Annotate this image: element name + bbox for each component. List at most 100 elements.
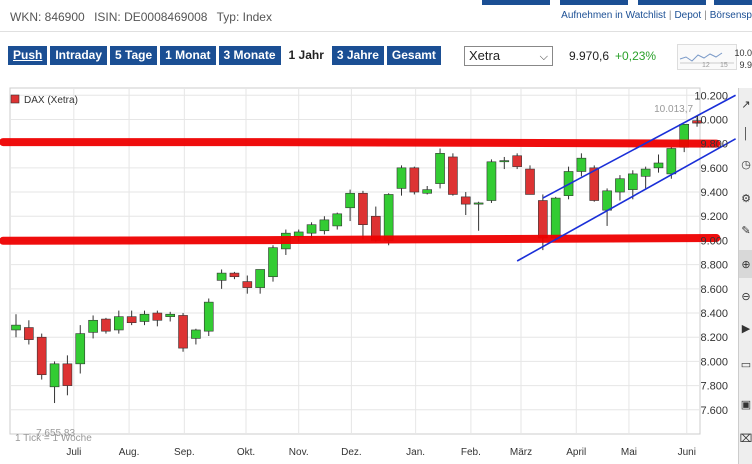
candle-down [448,156,458,195]
tab-5-tage[interactable]: 5 Tage [110,46,158,65]
y-tick-label: 8.200 [700,332,728,344]
candle-up [165,313,175,317]
candle-down [460,196,471,205]
candle-down [101,318,111,332]
exchange-select[interactable]: Xetra ⌵ [464,46,553,66]
tab-1-jahr[interactable]: 1 Jahr [283,46,329,65]
candle-down [538,200,548,239]
price-change: +0,23% [615,49,657,63]
candle-down [242,281,253,288]
candle-up [576,157,587,172]
candle-up [627,173,638,190]
x-tick-label: Jan. [406,447,425,458]
vertical-line-tool-icon[interactable]: │ [742,128,750,140]
y-tick-label: 8.400 [700,308,728,320]
gear-icon[interactable]: ⚙ [741,192,751,205]
top-nav-tab[interactable] [560,0,628,5]
support-line [0,234,721,245]
candle-down [178,315,188,349]
top-nav-tab[interactable] [482,0,550,5]
x-tick-label: Aug. [119,447,140,458]
x-tick-label: Okt. [237,447,255,458]
candle-up [345,192,355,209]
mini-chart[interactable]: 12 15 [677,44,737,70]
candle-up [139,313,150,322]
boersenspiel-link[interactable]: Börsensp [709,10,752,21]
mini-chart-label: 12 [702,62,710,69]
x-tick-label: März [510,447,532,458]
candle-up [473,202,484,205]
candle-up [203,301,214,332]
type-label: Typ: Index [216,10,272,24]
close-icon[interactable]: ⌧ [739,432,752,445]
candle-up [332,213,343,227]
top-nav-tab[interactable] [714,0,752,5]
save-icon[interactable]: ▣ [740,398,752,411]
tab-gesamt[interactable]: Gesamt [386,46,441,65]
mini-chart-values: 10.0 9.9 [734,47,752,71]
candle-down [229,272,240,278]
max-value-label: 10.013,7 [654,104,693,115]
x-tick-label: Nov. [289,447,309,458]
tab-1-monat[interactable]: 1 Monat [160,46,216,65]
candlestick-chart[interactable]: 7.600 7.800 8.000 8.200 8.400 8.600 8.800 9.000… [0,86,740,464]
clock-icon[interactable]: ◷ [741,158,751,171]
candle-up [422,189,433,194]
trend-channel-lower [516,138,736,262]
chart-area[interactable]: 7.600 7.800 8.000 8.200 8.400 8.600 8.800 9.000… [0,86,740,464]
tab-3-jahre[interactable]: 3 Jahre [331,46,384,65]
isin-label: ISIN: DE0008469008 [94,10,208,24]
period-toolbar: Push Intraday 5 Tage 1 Monat 3 Monate 1 … [8,46,441,66]
watchlist-link[interactable]: Aufnehmen in Watchlist [561,10,666,21]
candle-up [653,162,664,169]
header-links: Aufnehmen in Watchlist | Depot | Börsensp [561,10,752,21]
candle-up [49,363,60,388]
pencil-icon[interactable]: ✎ [741,224,751,237]
candle-up [499,160,510,163]
candle-up [666,148,677,175]
zoom-in-icon[interactable]: ⊕ [739,250,752,278]
tick-footnote: 1 Tick = 1 Woche [15,433,92,444]
layout-icon[interactable]: ▭ [740,358,752,371]
min-value-label: 7.655,83 [36,428,75,439]
candle-up [383,194,394,241]
y-tick-label: 10.200 [694,90,728,102]
candle-down [589,167,600,201]
candle-down [126,316,137,323]
candle-up [11,324,21,331]
tab-3-monate[interactable]: 3 Monate [218,46,281,65]
zoom-out-icon[interactable]: ⊖ [741,290,751,303]
candle-down [24,327,34,340]
candle-up [396,167,407,189]
candle-up [435,153,445,184]
play-icon[interactable]: ▶ [741,322,751,335]
wkn-label: WKN: 846900 [10,10,85,24]
trend-channel-upper [542,94,736,199]
candle-up [114,316,124,331]
y-tick-label: 7.800 [700,381,728,393]
chart-tools-sidebar: ↗ │ ◷ ⚙ ✎ ⊕ ⊖ ▶ ▭ ▣ ⌧ [738,88,752,464]
candle-down [36,336,47,376]
x-tick-label: Feb. [461,447,481,458]
candle-up [255,269,265,288]
mini-value: 10.0 [734,48,752,58]
candle-up [550,197,561,239]
depot-link[interactable]: Depot [674,10,702,21]
x-tick-label: Dez. [341,447,362,458]
candle-up [319,219,330,232]
candle-down [358,192,368,226]
instrument-meta: WKN: 846900 ISIN: DE0008469008 Typ: Inde… [10,10,278,24]
top-nav-tab[interactable] [638,0,706,5]
candle-down [525,168,535,195]
mini-chart-label: 15 [720,62,728,69]
candle-up [75,333,86,365]
tab-intraday[interactable]: Intraday [50,46,108,65]
y-tick-label: 9.200 [700,211,728,223]
y-tick-label: 9.400 [700,187,728,199]
candle-up [602,190,612,211]
x-tick-label: Sep. [174,447,195,458]
tab-push[interactable]: Push [8,46,48,65]
x-tick-label: Mai [621,447,637,458]
trend-line-tool-icon[interactable]: ↗ [741,98,751,111]
x-tick-label: Juli [66,447,81,458]
